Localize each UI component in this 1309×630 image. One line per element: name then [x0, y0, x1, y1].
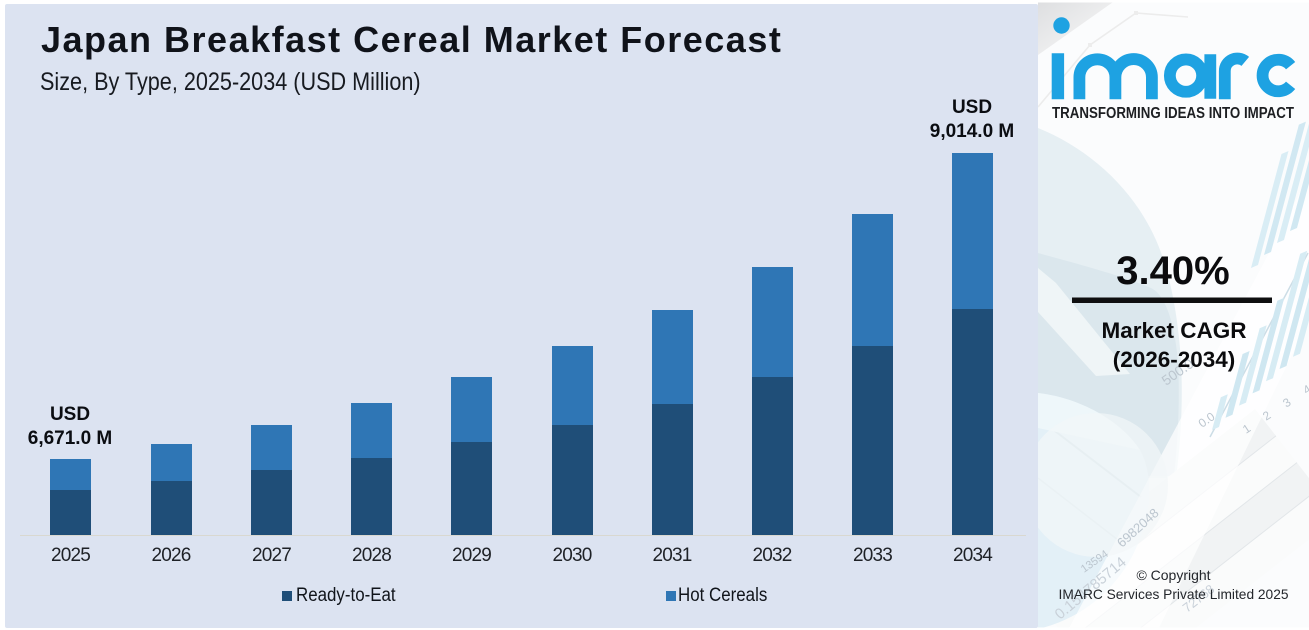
svg-text:IMARC Services Private Limited: IMARC Services Private Limited 2025 — [1059, 586, 1289, 602]
svg-text:3.40%: 3.40% — [1116, 249, 1229, 293]
svg-text:TRANSFORMING IDEAS INTO IMPACT: TRANSFORMING IDEAS INTO IMPACT — [1052, 105, 1294, 122]
svg-text:Market CAGR: Market CAGR — [1101, 318, 1246, 343]
svg-text:© Copyright: © Copyright — [1136, 567, 1210, 583]
svg-text:(2026-2034): (2026-2034) — [1113, 347, 1236, 372]
